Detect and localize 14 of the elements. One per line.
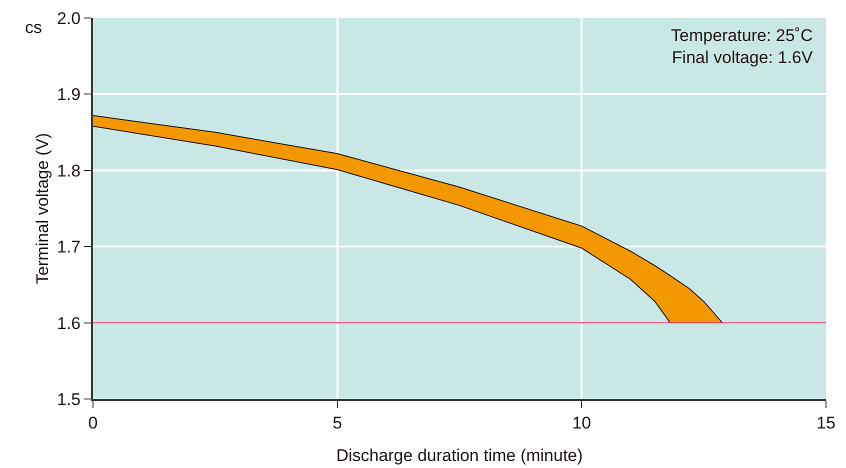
y-tick-label: 2.0: [56, 8, 81, 28]
y-tick-label: 1.6: [56, 314, 81, 333]
y-tick-label: 1.9: [56, 85, 81, 104]
y-axis-title: Terminal voltage (V): [33, 132, 52, 284]
y-tick-label: 1.7: [56, 238, 81, 257]
x-tick-label: 10: [572, 413, 592, 432]
x-axis-title: Discharge duration time (minute): [336, 446, 583, 465]
annotation: Temperature: 25˚C Final voltage: 1.6V: [671, 26, 814, 68]
text: cs: [25, 18, 42, 37]
x-tick-label: 15: [816, 413, 836, 432]
x-tick-label: 0: [88, 413, 98, 432]
y-tick-label: 1.5: [56, 390, 81, 409]
y-tick-label: 1.8: [56, 161, 81, 180]
x-tick-label: 5: [332, 413, 342, 432]
